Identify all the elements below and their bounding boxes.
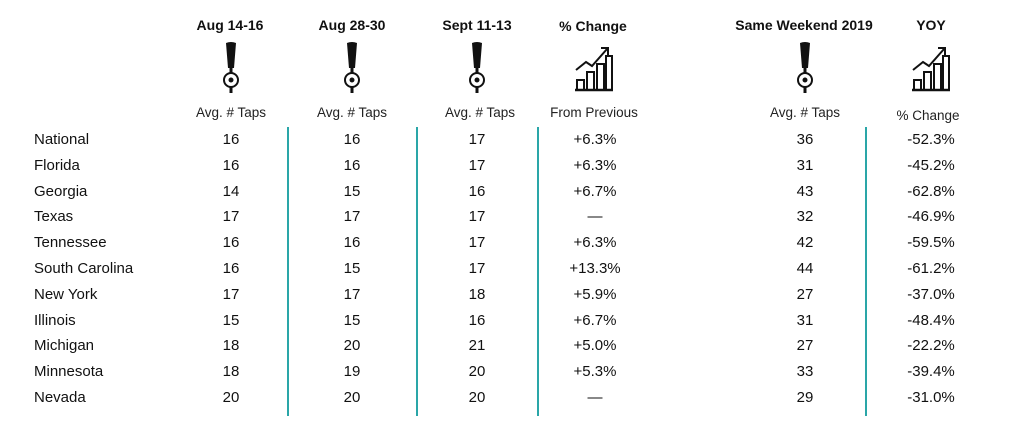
cell-aug14: 17 [222, 208, 240, 225]
cell-change: — [587, 389, 603, 406]
cell-same2019: 33 [796, 363, 814, 380]
cell-same2019: 27 [796, 337, 814, 354]
cell-change: +13.3% [569, 260, 621, 277]
cell-same2019: 42 [796, 234, 814, 251]
column-divider [287, 127, 289, 416]
cell-aug14: 16 [222, 157, 240, 174]
cell-yoy: -48.4% [907, 312, 955, 329]
header-same-weekend-2019: Same Weekend 2019 [735, 17, 873, 33]
state-name: Texas [34, 208, 74, 225]
beer-tap-icon [797, 42, 813, 93]
cell-aug14: 17 [222, 286, 240, 303]
cell-sept11: 17 [468, 157, 486, 174]
growth-chart-icon [575, 47, 613, 92]
cell-aug28: 20 [343, 337, 361, 354]
subheader-from-previous: From Previous [550, 105, 638, 120]
cell-aug14: 16 [222, 131, 240, 148]
cell-aug28: 15 [343, 260, 361, 277]
cell-change: +6.7% [573, 183, 617, 200]
subheader-yoy-change: % Change [896, 108, 960, 123]
state-name: New York [34, 286, 98, 303]
cell-sept11: 20 [468, 363, 486, 380]
cell-change: +6.3% [573, 131, 617, 148]
cell-aug28: 19 [343, 363, 361, 380]
cell-aug14: 20 [222, 389, 240, 406]
cell-sept11: 17 [468, 234, 486, 251]
cell-aug14: 18 [222, 337, 240, 354]
state-name: South Carolina [34, 260, 134, 277]
cell-aug14: 18 [222, 363, 240, 380]
cell-sept11: 16 [468, 312, 486, 329]
cell-aug28: 16 [343, 157, 361, 174]
cell-same2019: 43 [796, 183, 814, 200]
state-name: Georgia [34, 183, 88, 200]
growth-chart-icon [912, 47, 950, 92]
header-yoy: YOY [916, 17, 946, 33]
cell-yoy: -39.4% [907, 363, 955, 380]
state-name: Minnesota [34, 363, 104, 380]
subheader-aug-14-16: Avg. # Taps [195, 105, 267, 120]
cell-sept11: 17 [468, 131, 486, 148]
cell-yoy: -22.2% [907, 337, 955, 354]
cell-change: +5.0% [573, 337, 617, 354]
cell-yoy: -62.8% [907, 183, 955, 200]
cell-yoy: -59.5% [907, 234, 955, 251]
cell-change: +5.3% [573, 363, 617, 380]
state-name: Florida [34, 157, 80, 174]
beer-tap-icon [223, 42, 239, 93]
header-aug-28-30: Aug 28-30 [318, 17, 386, 33]
cell-same2019: 27 [796, 286, 814, 303]
column-divider [865, 127, 867, 416]
cell-same2019: 31 [796, 157, 814, 174]
cell-same2019: 32 [796, 208, 814, 225]
beer-tap-icon [469, 42, 485, 93]
cell-sept11: 16 [468, 183, 486, 200]
cell-yoy: -31.0% [907, 389, 955, 406]
cell-yoy: -37.0% [907, 286, 955, 303]
state-name: Tennessee [34, 234, 107, 251]
subheader-same-weekend-2019: Avg. # Taps [769, 105, 841, 120]
cell-aug28: 20 [343, 389, 361, 406]
cell-aug28: 15 [343, 183, 361, 200]
cell-yoy: -61.2% [907, 260, 955, 277]
cell-aug28: 16 [343, 234, 361, 251]
cell-aug28: 16 [343, 131, 361, 148]
subheader-sept-11-13: Avg. # Taps [444, 105, 516, 120]
cell-aug28: 15 [343, 312, 361, 329]
column-divider [537, 127, 539, 416]
cell-aug14: 14 [222, 183, 240, 200]
cell-change: — [587, 208, 603, 225]
state-name: Michigan [34, 337, 95, 354]
cell-aug14: 16 [222, 260, 240, 277]
beer-tap-icon [344, 42, 360, 93]
cell-aug28: 17 [343, 286, 361, 303]
cell-yoy: -46.9% [907, 208, 955, 225]
state-name: National [34, 131, 90, 148]
cell-sept11: 18 [468, 286, 486, 303]
cell-same2019: 29 [796, 389, 814, 406]
cell-same2019: 44 [796, 260, 814, 277]
state-name: Nevada [34, 389, 86, 406]
cell-same2019: 31 [796, 312, 814, 329]
cell-change: +6.3% [573, 157, 617, 174]
subheader-aug-28-30: Avg. # Taps [316, 105, 388, 120]
cell-aug28: 17 [343, 208, 361, 225]
cell-aug14: 16 [222, 234, 240, 251]
cell-change: +6.7% [573, 312, 617, 329]
cell-sept11: 21 [468, 337, 486, 354]
cell-change: +5.9% [573, 286, 617, 303]
cell-sept11: 20 [468, 389, 486, 406]
header-sept-11-13: Sept 11-13 [442, 17, 512, 33]
cell-sept11: 17 [468, 208, 486, 225]
cell-same2019: 36 [796, 131, 814, 148]
cell-sept11: 17 [468, 260, 486, 277]
cell-change: +6.3% [573, 234, 617, 251]
cell-yoy: -45.2% [907, 157, 955, 174]
header-percent-change: % Change [559, 18, 627, 34]
header-aug-14-16: Aug 14-16 [196, 17, 264, 33]
state-name: Illinois [34, 312, 76, 329]
cell-yoy: -52.3% [907, 131, 955, 148]
column-divider [416, 127, 418, 416]
cell-aug14: 15 [222, 312, 240, 329]
